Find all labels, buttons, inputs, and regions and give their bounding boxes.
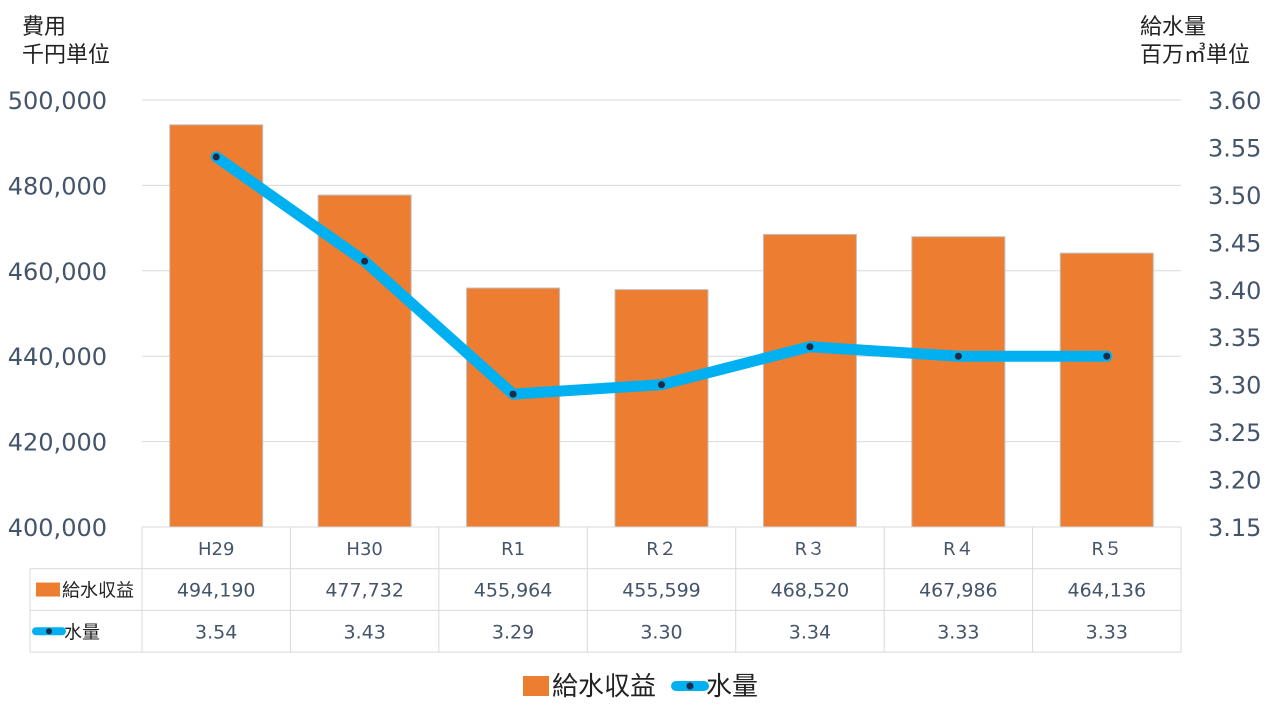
right-axis-title-line2: 百万㎥単位 <box>1140 43 1251 68</box>
right-axis-tick-label: 3.20 <box>1208 467 1261 495</box>
category-label: R1 <box>501 539 525 560</box>
data-label: 3.33 <box>1086 621 1128 643</box>
table-legend-key <box>46 628 52 635</box>
left-axis-tick-label: 400,000 <box>8 514 107 542</box>
category-label: H29 <box>198 539 234 560</box>
right-axis-title: 給水量 百万㎥単位 <box>1140 14 1250 70</box>
right-axis-tick-label: 3.30 <box>1208 372 1261 400</box>
right-axis-tick-label: 3.15 <box>1208 514 1261 542</box>
line-point <box>806 343 814 351</box>
line-point <box>361 257 369 265</box>
right-axis-tick-label: 3.55 <box>1208 134 1261 162</box>
category-label: R５ <box>1092 539 1123 560</box>
left-axis-title: 費用 千円単位 <box>22 14 110 70</box>
bar <box>466 287 561 528</box>
right-axis-title-line1: 給水量 <box>1140 15 1207 40</box>
data-label: 464,136 <box>1067 580 1146 602</box>
data-label: 477,732 <box>325 580 404 602</box>
table-legend-key <box>36 582 60 597</box>
left-axis-tick-label: 500,000 <box>8 87 107 115</box>
line-point <box>658 381 665 389</box>
right-axis-tick-label: 3.50 <box>1208 182 1261 210</box>
data-label: 455,964 <box>474 580 553 602</box>
category-label: R４ <box>943 539 974 560</box>
right-axis-tick-label: 3.45 <box>1208 229 1261 257</box>
data-label: 3.33 <box>937 621 979 643</box>
category-label: H30 <box>346 539 382 560</box>
bar <box>614 289 709 528</box>
left-axis-tick-label: 460,000 <box>8 258 107 286</box>
line-point <box>1103 352 1111 360</box>
line-point <box>954 352 962 360</box>
data-label: 3.30 <box>640 621 682 643</box>
right-axis-tick-label: 3.60 <box>1208 87 1261 115</box>
left-axis-tick-label: 440,000 <box>8 343 107 371</box>
right-axis-tick-label: 3.35 <box>1208 324 1261 352</box>
bar <box>1059 252 1154 528</box>
left-axis-tick-label: 420,000 <box>8 429 107 457</box>
bar <box>317 194 412 528</box>
right-axis-tick-label: 3.25 <box>1208 419 1261 447</box>
line-point <box>509 390 517 398</box>
data-label: 3.34 <box>789 621 831 643</box>
table-series-label: 水量 <box>64 622 100 643</box>
category-label: R２ <box>646 539 677 560</box>
line-point <box>212 153 220 161</box>
bar <box>169 124 264 528</box>
data-label: 3.29 <box>492 621 534 643</box>
left-axis-title-line2: 千円単位 <box>22 43 111 68</box>
right-axis-tick-label: 3.40 <box>1208 277 1261 305</box>
data-label: 3.43 <box>343 621 385 643</box>
left-axis-title-line1: 費用 <box>22 15 67 40</box>
legend-label: 水量 <box>706 672 758 702</box>
bar <box>911 236 1006 528</box>
data-label: 467,986 <box>919 580 998 602</box>
data-label: 3.54 <box>195 621 237 643</box>
table-series-label: 給水収益 <box>62 581 134 602</box>
data-label: 455,599 <box>622 580 701 602</box>
left-axis-tick-label: 480,000 <box>8 172 107 200</box>
legend-key <box>686 682 694 690</box>
bar <box>762 233 857 528</box>
data-label: 468,520 <box>771 580 850 602</box>
data-label: 494,190 <box>177 580 256 602</box>
legend-label: 給水収益 <box>552 672 656 702</box>
category-label: R３ <box>795 539 826 560</box>
legend-key <box>523 676 549 696</box>
